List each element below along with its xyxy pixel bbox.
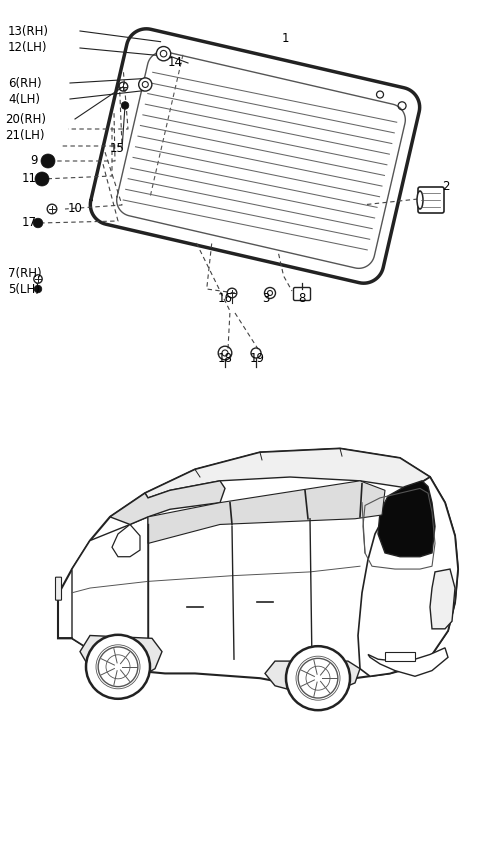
Text: 5(LH): 5(LH) — [8, 283, 40, 295]
Polygon shape — [145, 448, 430, 498]
Polygon shape — [90, 29, 420, 283]
Text: 15: 15 — [110, 142, 125, 156]
Text: 10: 10 — [68, 203, 83, 215]
Text: 21(LH): 21(LH) — [5, 129, 45, 141]
Circle shape — [139, 78, 152, 91]
Circle shape — [264, 288, 276, 299]
Text: 2: 2 — [442, 179, 449, 193]
Circle shape — [86, 635, 150, 699]
Polygon shape — [110, 481, 225, 525]
Polygon shape — [148, 481, 385, 543]
Circle shape — [41, 154, 55, 168]
Circle shape — [298, 659, 338, 698]
Polygon shape — [265, 661, 360, 692]
Text: 8: 8 — [298, 293, 305, 305]
Polygon shape — [58, 448, 458, 683]
Circle shape — [286, 646, 350, 710]
Text: 12(LH): 12(LH) — [8, 41, 48, 55]
FancyBboxPatch shape — [418, 187, 444, 213]
FancyBboxPatch shape — [293, 288, 311, 300]
Polygon shape — [72, 517, 148, 664]
Circle shape — [156, 46, 171, 61]
Text: 17: 17 — [22, 216, 37, 230]
Text: 1: 1 — [282, 33, 289, 45]
Circle shape — [34, 285, 42, 293]
Polygon shape — [368, 648, 448, 676]
Circle shape — [35, 172, 49, 186]
Text: 3: 3 — [262, 293, 269, 305]
Text: 6(RH): 6(RH) — [8, 77, 42, 89]
Text: 7(RH): 7(RH) — [8, 267, 42, 279]
Polygon shape — [430, 569, 455, 629]
Text: 18: 18 — [218, 352, 233, 366]
Circle shape — [98, 647, 138, 686]
Circle shape — [33, 218, 43, 228]
Text: 9: 9 — [30, 155, 37, 167]
Polygon shape — [358, 477, 458, 676]
Ellipse shape — [417, 191, 423, 209]
Polygon shape — [80, 636, 162, 680]
Text: 16: 16 — [218, 293, 233, 305]
Circle shape — [121, 102, 129, 109]
Text: 11: 11 — [22, 172, 37, 186]
FancyBboxPatch shape — [56, 577, 61, 600]
Text: 14: 14 — [168, 56, 183, 70]
Polygon shape — [378, 481, 435, 557]
Text: 13(RH): 13(RH) — [8, 24, 49, 38]
Polygon shape — [112, 525, 140, 557]
Text: 4(LH): 4(LH) — [8, 93, 40, 105]
Text: 20(RH): 20(RH) — [5, 113, 46, 125]
Polygon shape — [385, 652, 415, 661]
Text: 19: 19 — [250, 352, 265, 366]
